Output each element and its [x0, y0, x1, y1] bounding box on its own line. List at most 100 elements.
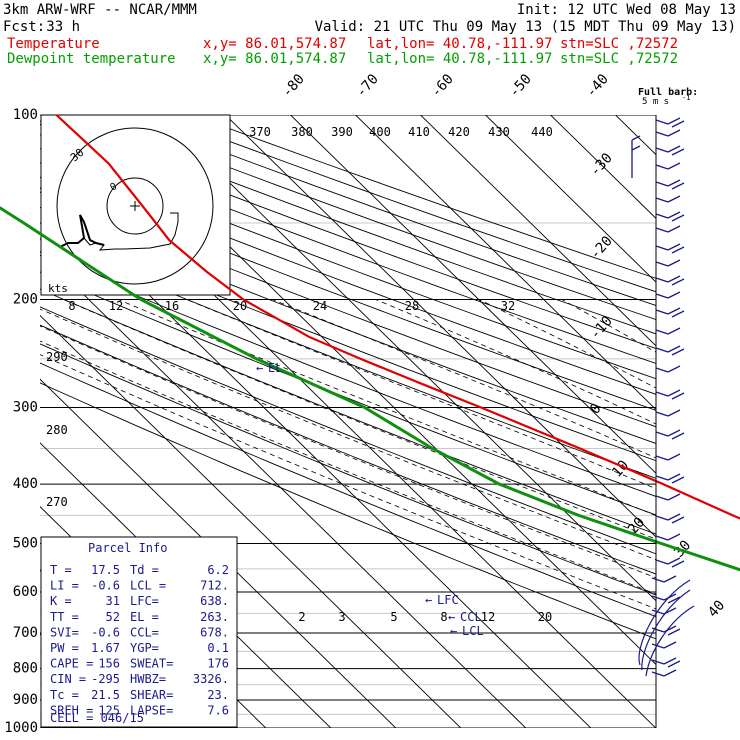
- legend-dewpoint: Dewpoint temperature x,y= 86.01,574.87 l…: [7, 51, 678, 67]
- wind-barb: [655, 557, 685, 568]
- parcel-info-cell: 21.5: [91, 688, 120, 702]
- parcel-info-cell: 23.: [207, 688, 229, 702]
- parcel-info-title: Parcel Info: [88, 541, 167, 555]
- parcel-info-cell: SVI=: [50, 625, 79, 639]
- mixing-ratio-label: 8: [68, 299, 75, 313]
- wind-barb: [651, 641, 677, 649]
- isotherm-label: 0: [587, 401, 605, 418]
- moist-adiabat: [118, 299, 656, 517]
- barb-staff: [655, 119, 669, 125]
- forecast-hour: 33 h: [46, 19, 80, 35]
- isotherm: [354, 115, 656, 411]
- parcel-info-cell: LFC=: [130, 594, 159, 608]
- pressure-label: 200: [13, 292, 38, 308]
- legend-dewpoint-station: stn=SLC ,72572: [560, 51, 678, 67]
- barb-flag: [671, 148, 685, 156]
- pressure-label: 100: [13, 107, 38, 123]
- dry-adiabat: [40, 306, 656, 555]
- hodograph-trace-thick: [59, 214, 105, 248]
- wind-barb: [655, 493, 681, 501]
- barb-legend-units: 5 m s: [642, 97, 669, 107]
- dry-adiabat: [40, 254, 656, 497]
- parcel-info-cell: 125: [98, 703, 120, 717]
- wind-barb: [655, 129, 681, 137]
- parcel-info-cell: 0.1: [207, 641, 229, 655]
- ccl-marker: ←: [448, 610, 455, 624]
- barb-staff: [655, 245, 669, 251]
- wind-barb: [655, 179, 685, 190]
- barb-flag: [667, 429, 681, 437]
- wind-barb: [655, 365, 681, 373]
- barb-staff: [655, 181, 669, 187]
- dry-adiabat: [40, 343, 656, 596]
- barb-staff: [655, 261, 669, 267]
- dry-adiabat: [40, 324, 656, 575]
- ccl-label: CCL: [460, 610, 482, 624]
- barb-staff: [655, 147, 669, 153]
- moist-adiabat: [478, 299, 656, 389]
- barb-staff: [655, 495, 669, 501]
- parcel-info-cell: K =: [50, 594, 72, 608]
- barb-flag: [667, 145, 681, 153]
- isotherm-label: -20: [587, 233, 616, 263]
- el-label: EL: [268, 361, 282, 375]
- barb-flag: [667, 513, 681, 521]
- barb-staff: [651, 595, 665, 601]
- barb-flag: [671, 120, 685, 128]
- moist-adiabat: [40, 354, 656, 610]
- wind-barb: [655, 211, 685, 222]
- theta-label: 290: [46, 350, 68, 364]
- pressure-label: 400: [13, 476, 38, 492]
- barb-legend: Full barb: 5 m s -1: [638, 87, 698, 107]
- isotherm-label: -60: [428, 71, 457, 101]
- barb-staff: [651, 671, 665, 677]
- barb-staff: [655, 535, 669, 541]
- theta-label: 430: [488, 125, 510, 139]
- wind-barb: [655, 162, 681, 170]
- barb-staff: [655, 455, 669, 461]
- barb-staff: [651, 627, 665, 633]
- wind-barb: [655, 327, 681, 335]
- isotherm: [732, 101, 740, 740]
- wind-barbs: [631, 115, 695, 728]
- wind-barb: [655, 533, 681, 541]
- wind-barb: [655, 473, 685, 484]
- mixing-ratio-label: 20: [233, 299, 247, 313]
- mixing-ratio-label: 12: [109, 299, 123, 313]
- isotherm: [40, 251, 527, 728]
- barb-flag: [667, 129, 681, 137]
- barb-flag: [667, 327, 681, 335]
- parcel-cell-motion: CELL = 046/15: [50, 711, 144, 725]
- barb-flag: [667, 259, 681, 267]
- barb-flag: [663, 575, 677, 583]
- parcel-info-cell: EL =: [130, 610, 159, 624]
- pressure-label: 700: [13, 625, 38, 641]
- mixing-ratio-label: 16: [165, 299, 179, 313]
- barb-flag: [667, 275, 681, 283]
- hodograph-kts-label: kts: [48, 282, 68, 295]
- barb-staff: [655, 309, 669, 315]
- moist-adiabat: [186, 299, 656, 490]
- theta-label: 440: [531, 125, 553, 139]
- barb-flag: [671, 560, 685, 568]
- pressure-label: 600: [13, 584, 38, 600]
- parcel-info-cell: -0.6: [91, 579, 120, 593]
- moist-adiabat: [63, 299, 656, 540]
- barb-flag: [671, 310, 685, 318]
- dry-adiabat: [40, 222, 656, 462]
- parcel-info-cell: CIN =: [50, 672, 86, 686]
- mixing-ratio-label: 24: [313, 299, 327, 313]
- lfc-marker: ←: [425, 593, 432, 607]
- barb-flag: [667, 409, 681, 417]
- barb-flag: [667, 628, 681, 636]
- barb-flag: [667, 195, 681, 203]
- barb-staff: [655, 277, 669, 283]
- dry-adiabat: [40, 271, 656, 516]
- wind-barb: [655, 275, 685, 286]
- barb-staff: [655, 197, 669, 203]
- barb-flag: [667, 493, 681, 501]
- parcel-info-cell: -0.6: [91, 625, 120, 639]
- barb-flag: [667, 291, 681, 299]
- dry-adiabat: [40, 176, 656, 411]
